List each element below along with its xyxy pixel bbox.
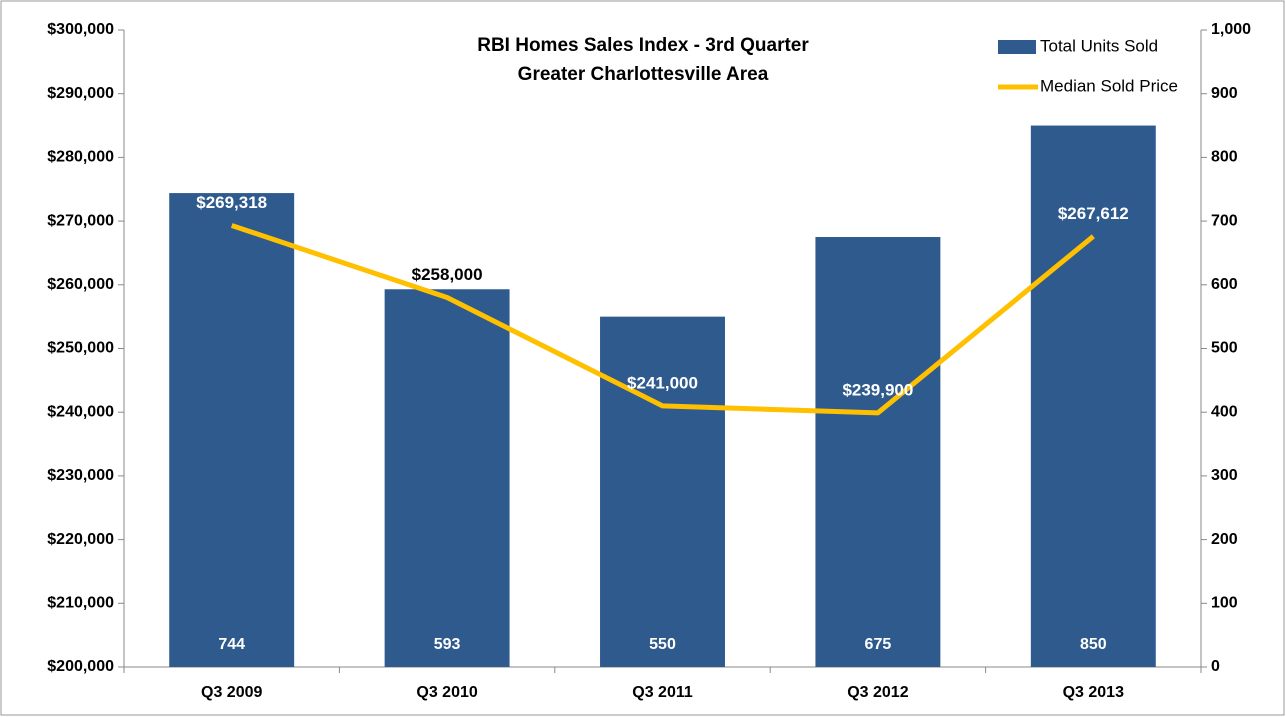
y-tick-label: $280,000 [47, 149, 114, 166]
y-tick-label: $270,000 [47, 212, 114, 229]
x-tick-label: Q3 2011 [632, 684, 693, 701]
y2-tick-label: 300 [1211, 467, 1238, 484]
bar [384, 289, 510, 667]
y-tick-label: $260,000 [47, 276, 114, 293]
y-tick-label: $220,000 [47, 531, 114, 548]
y2-tick-label: 0 [1211, 658, 1220, 675]
y-tick-label: $240,000 [47, 403, 114, 420]
bar-value-label: 550 [649, 636, 676, 653]
bar-value-label: 744 [218, 636, 245, 653]
bar-value-label: 850 [1080, 636, 1107, 653]
chart-subtitle: Greater Charlottesville Area [518, 64, 769, 85]
bar-value-label: 593 [434, 636, 461, 653]
line-value-label: $241,000 [627, 373, 698, 392]
line-value-label: $239,900 [842, 380, 913, 399]
line-value-label: $267,612 [1058, 204, 1129, 223]
bar [1030, 125, 1156, 668]
bar [600, 316, 725, 667]
y2-tick-label: 700 [1211, 212, 1238, 229]
y-tick-label: $200,000 [47, 658, 114, 675]
y-tick-label: $250,000 [47, 340, 114, 357]
x-tick-label: Q3 2012 [847, 684, 908, 701]
y2-tick-label: 900 [1211, 85, 1238, 102]
y2-tick-label: 200 [1211, 531, 1238, 548]
bar-value-label: 675 [865, 636, 892, 653]
x-tick-label: Q3 2010 [416, 684, 477, 701]
bar [169, 193, 295, 667]
y2-tick-label: 500 [1211, 340, 1238, 357]
y-tick-label: $230,000 [47, 467, 114, 484]
x-tick-label: Q3 2009 [201, 684, 262, 701]
chart-title: RBI Homes Sales Index - 3rd Quarter [477, 35, 809, 56]
y-tick-label: $290,000 [47, 85, 114, 102]
y2-tick-label: 600 [1211, 276, 1238, 293]
y2-tick-label: 800 [1211, 149, 1238, 166]
legend-label: Median Sold Price [1040, 76, 1178, 95]
y2-tick-label: 100 [1211, 595, 1238, 612]
line-value-label: $258,000 [412, 265, 483, 284]
legend-label: Total Units Sold [1040, 36, 1158, 55]
y2-tick-label: 400 [1211, 403, 1238, 420]
y-tick-label: $210,000 [47, 595, 114, 612]
bar [815, 237, 941, 667]
line-value-label: $269,318 [196, 193, 267, 212]
y-tick-label: $300,000 [47, 21, 114, 38]
y2-tick-label: 1,000 [1211, 21, 1251, 38]
legend-swatch [998, 40, 1036, 54]
x-tick-label: Q3 2013 [1063, 684, 1124, 701]
line [230, 223, 1095, 416]
